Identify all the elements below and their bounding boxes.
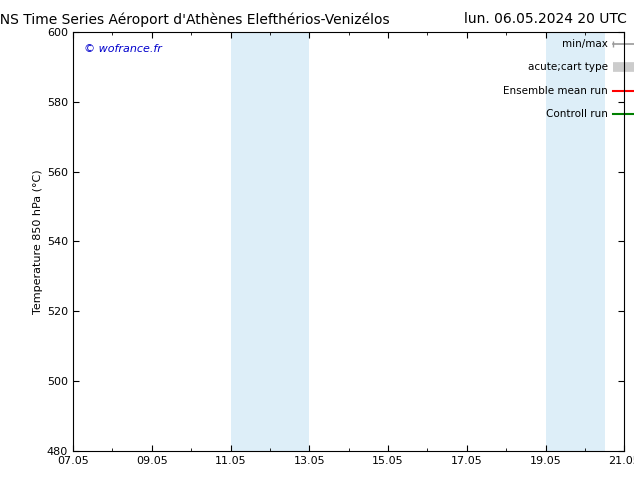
Y-axis label: Temperature 850 hPa (°C): Temperature 850 hPa (°C) xyxy=(32,169,42,314)
Text: ENS Time Series Aéroport d'Athènes Elefthérios-Venizélos: ENS Time Series Aéroport d'Athènes Eleft… xyxy=(0,12,389,27)
Text: acute;cart type: acute;cart type xyxy=(528,62,608,73)
Text: © wofrance.fr: © wofrance.fr xyxy=(84,45,162,54)
Text: Ensemble mean run: Ensemble mean run xyxy=(503,85,608,96)
Text: lun. 06.05.2024 20 UTC: lun. 06.05.2024 20 UTC xyxy=(464,12,626,26)
Bar xyxy=(546,32,605,451)
Bar xyxy=(231,32,309,451)
Text: Controll run: Controll run xyxy=(546,109,608,119)
Text: min/max: min/max xyxy=(562,39,608,49)
